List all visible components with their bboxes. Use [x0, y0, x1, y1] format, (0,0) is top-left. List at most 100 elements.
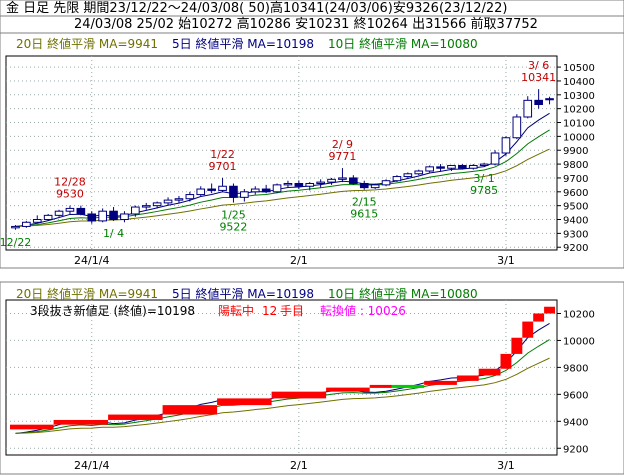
y-tick-label: 9400	[563, 417, 588, 428]
annotation-high-date: 2/ 9	[332, 138, 353, 151]
y-tick-label: 9200	[563, 444, 588, 455]
y-tick-label: 10100	[563, 119, 595, 130]
candle	[196, 188, 206, 196]
candle	[534, 99, 543, 105]
candle	[261, 188, 271, 193]
legend-ma5: 5日 終値平滑 MA=10198	[172, 36, 314, 51]
legend-ma10: 10日 終値平滑 MA=10080	[328, 36, 478, 51]
candle	[163, 199, 173, 204]
candle	[305, 182, 315, 187]
candle	[76, 207, 86, 215]
candle	[523, 99, 533, 118]
count-value: 12	[262, 304, 277, 318]
candle	[447, 164, 456, 169]
y-tick-label: 9800	[563, 160, 588, 171]
candle	[392, 176, 402, 182]
annotation-high-value: 9701	[209, 160, 237, 173]
x-tick-label: 2/1	[290, 254, 308, 267]
candle	[22, 221, 31, 227]
x-tick-label: 24/1/4	[74, 254, 109, 267]
legend-ma20: 20日 終値平滑 MA=9941	[16, 286, 158, 301]
annotation-low-date: 1/25	[221, 209, 246, 222]
kagi-chart: 9200 9400 9600 9800 10000 10200 24/1/4 2/1 3/1 20…	[0, 281, 624, 475]
y-tick-label: 10400	[563, 77, 595, 88]
y-tick-label: 9900	[563, 146, 588, 157]
candle	[141, 205, 151, 208]
kagi-bar-up	[53, 419, 109, 425]
candle	[174, 198, 184, 201]
y-tick-label: 9800	[563, 363, 588, 374]
kagi-bar-up	[424, 380, 457, 385]
candle	[316, 181, 325, 184]
candle	[87, 213, 97, 222]
kagi-bar-up	[326, 387, 370, 392]
y-tick-label: 10200	[563, 309, 595, 320]
reversal-label: 転換値 : 10026	[320, 303, 406, 318]
x-tick-label: 3/1	[497, 459, 515, 472]
candle	[294, 182, 304, 187]
annotation-low-value: 9785	[470, 184, 498, 197]
candle	[370, 184, 380, 189]
annotation-low-value: 9615	[350, 208, 378, 221]
y-tick-label: 10300	[563, 91, 595, 102]
candle	[436, 166, 445, 169]
annotation-high-value: 9530	[56, 188, 84, 201]
annotation-low-date: 2/15	[352, 196, 377, 209]
y-tick-label: 10000	[563, 336, 595, 347]
kagi-bar-up	[108, 414, 163, 420]
kagi-bar-up	[162, 405, 218, 415]
candle	[240, 191, 249, 198]
kagi-bar-up	[500, 353, 512, 369]
legend-ma5: 5日 終値平滑 MA=10198	[172, 286, 314, 301]
annotation-high-date: 1/22	[210, 148, 235, 161]
annotation-high-value: 10341	[521, 71, 556, 84]
candle	[338, 177, 347, 180]
candle	[479, 163, 489, 166]
y-tick-label: 9300	[563, 229, 588, 240]
kagi-bar-up	[533, 313, 545, 322]
candle	[250, 188, 260, 193]
count-unit: 手目	[280, 304, 304, 318]
x-tick-label: 2/1	[290, 459, 308, 472]
y-tick-label: 9500	[563, 202, 588, 213]
y-tick-label: 9600	[563, 188, 588, 199]
kagi-bar-down	[391, 384, 425, 388]
candle	[381, 180, 391, 186]
candle	[131, 206, 140, 215]
candle	[98, 210, 107, 222]
kagi-bar-up	[478, 368, 501, 376]
candle	[490, 152, 500, 165]
candle	[327, 178, 336, 183]
annotation-low-value: 9522	[219, 221, 247, 234]
kagi-bar-up	[10, 424, 54, 430]
header-line-2: 24/03/08 25/02 始10272 高10286 安10231 終102…	[74, 17, 538, 32]
annotation-low-date: 3/ 1	[474, 172, 495, 185]
y-tick-label: 9200	[563, 243, 588, 254]
y-tick-label: 10000	[563, 132, 595, 143]
candle	[458, 164, 467, 169]
legend-ma20: 20日 終値平滑 MA=9941	[16, 36, 158, 51]
candle	[185, 194, 195, 200]
annotation-low-date: 1/ 4	[103, 227, 124, 240]
candle	[414, 170, 424, 175]
legend-ma10: 10日 終値平滑 MA=10080	[328, 286, 478, 301]
candle	[545, 98, 554, 101]
x-tick-label: 3/1	[497, 254, 515, 267]
annotation-high-date: 3/ 6	[528, 59, 549, 72]
annotation-low-date: 12/22	[0, 236, 31, 249]
candle	[501, 137, 511, 154]
candle	[229, 185, 238, 198]
y-tick-label: 10500	[563, 63, 595, 74]
annotation-high-date: 12/28	[54, 176, 86, 189]
candle	[109, 210, 118, 221]
candle	[425, 166, 434, 172]
y-tick-label: 9700	[563, 174, 588, 185]
header-bg	[0, 0, 624, 34]
y-tick-label: 9400	[563, 216, 588, 227]
kagi-bar-up	[271, 391, 327, 399]
kagi-bar-up	[544, 306, 555, 314]
candle	[54, 210, 64, 216]
candlestick-chart: 9200 9300 9400 9500 9600 9700 9800 9900 10000 101…	[0, 32, 624, 269]
candle	[283, 182, 293, 186]
candle	[152, 202, 162, 207]
